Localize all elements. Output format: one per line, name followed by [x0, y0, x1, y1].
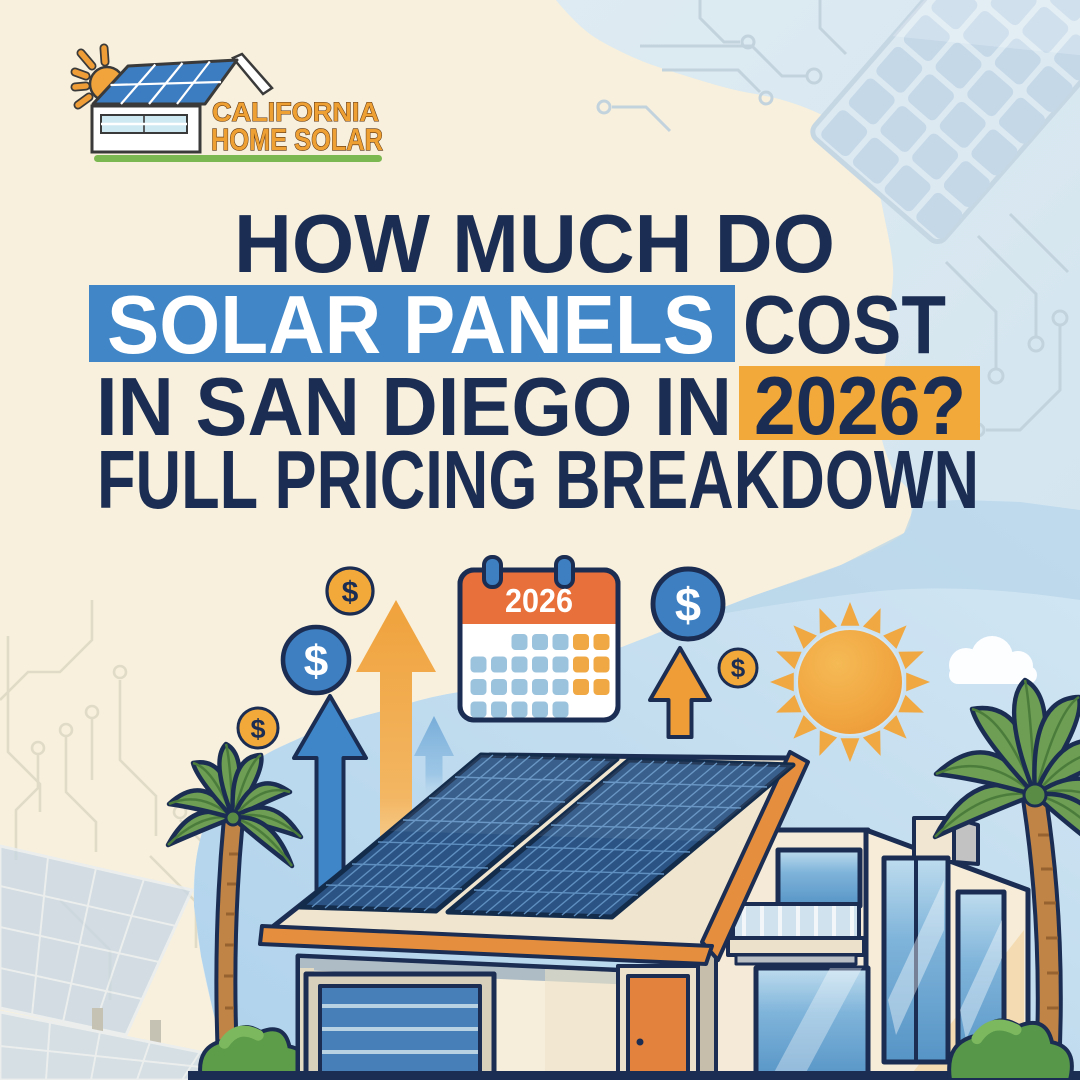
svg-text:$: $: [304, 637, 328, 686]
svg-text:$: $: [342, 576, 359, 609]
svg-text:$: $: [250, 714, 265, 744]
svg-text:$: $: [731, 653, 746, 683]
svg-text:2026: 2026: [505, 582, 573, 619]
svg-text:FULL PRICING BREAKDOWN: FULL PRICING BREAKDOWN: [97, 433, 979, 526]
svg-text:IN SAN DIEGO IN: IN SAN DIEGO IN: [96, 360, 732, 453]
svg-text:HOW MUCH DO: HOW MUCH DO: [234, 197, 835, 290]
svg-text:COST: COST: [743, 278, 946, 371]
svg-text:HOME SOLAR: HOME SOLAR: [211, 122, 383, 157]
svg-text:CALIFORNIA: CALIFORNIA: [212, 97, 379, 127]
svg-text:$: $: [675, 578, 701, 631]
svg-text:2026?: 2026?: [754, 359, 966, 452]
svg-text:SOLAR PANELS: SOLAR PANELS: [107, 278, 715, 371]
